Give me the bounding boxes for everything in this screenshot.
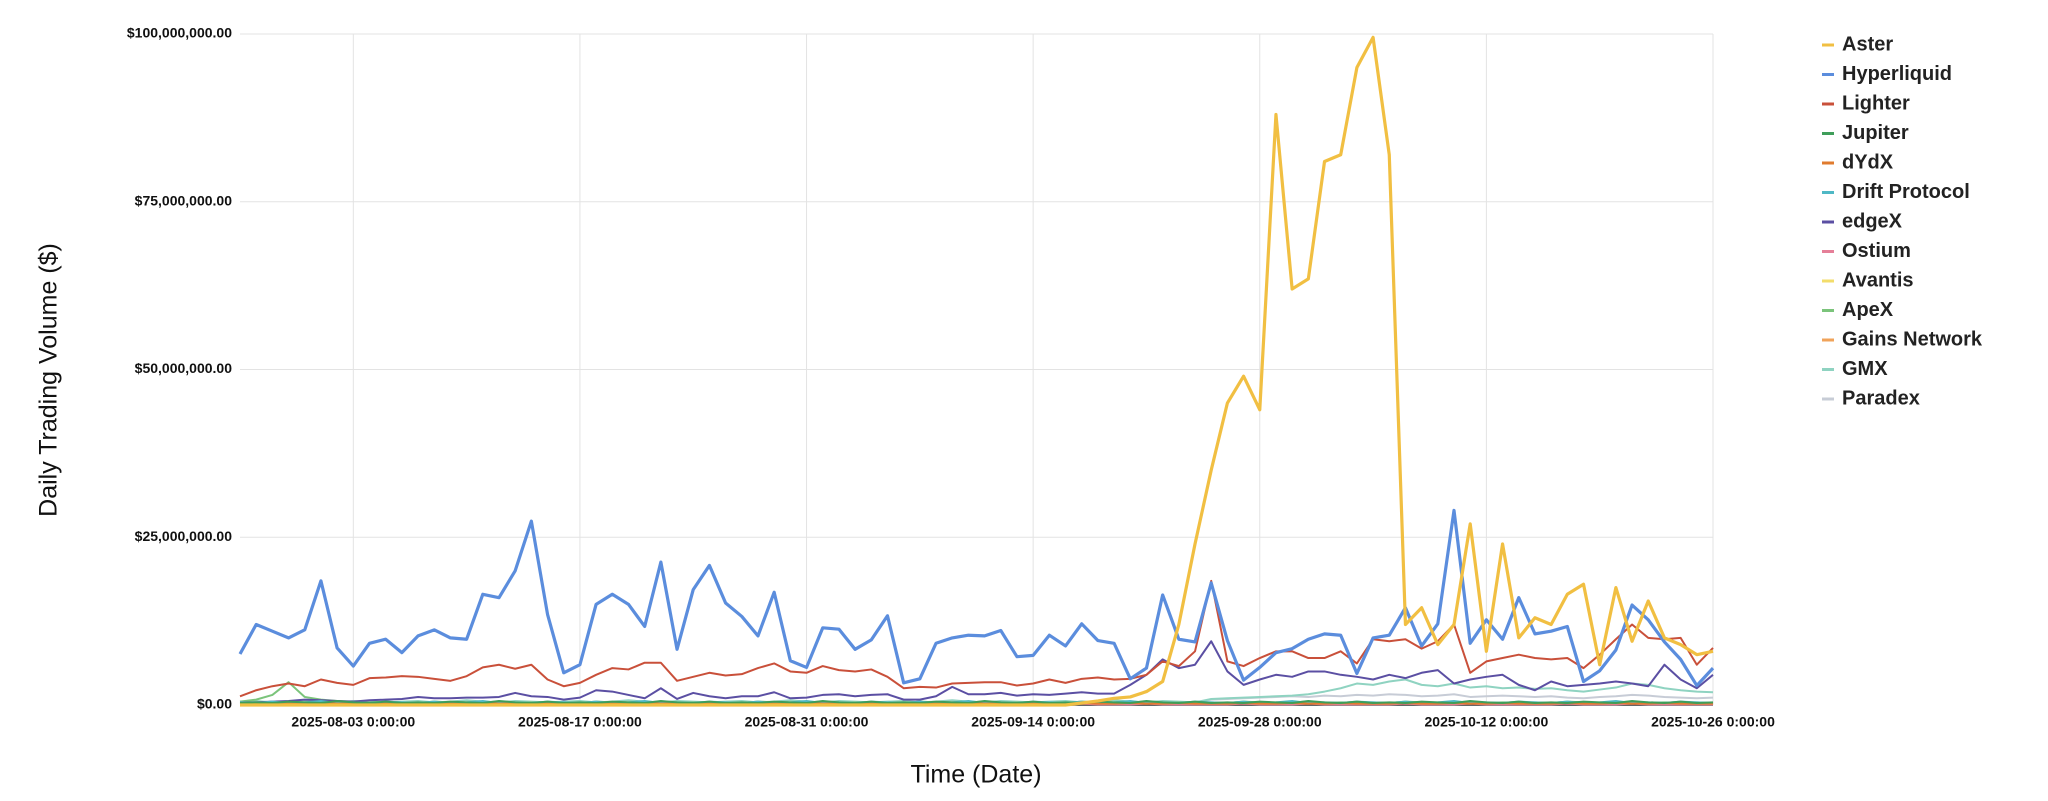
x-axis-title: Time (Date) bbox=[910, 761, 1041, 789]
y-tick-label: $0.00 bbox=[197, 696, 232, 712]
x-tick-label: 2025-10-26 0:00:00 bbox=[1651, 714, 1775, 730]
y-tick-label: $50,000,000.00 bbox=[135, 360, 233, 376]
y-axis-title: Daily Trading Volume ($) bbox=[35, 243, 63, 517]
y-tick-label: $25,000,000.00 bbox=[135, 528, 233, 544]
legend-label: Lighter bbox=[1842, 92, 1910, 114]
series-line bbox=[238, 508, 1715, 688]
y-tick-label: $75,000,000.00 bbox=[135, 192, 233, 208]
x-tick-label: 2025-08-17 0:00:00 bbox=[518, 714, 642, 730]
series-line bbox=[239, 699, 1714, 704]
x-tick-label: 2025-10-12 0:00:00 bbox=[1425, 714, 1549, 730]
legend-label: Paradex bbox=[1842, 387, 1920, 409]
series-line bbox=[240, 640, 1714, 704]
legend-label: Ostium bbox=[1842, 240, 1911, 262]
legend-label: Jupiter bbox=[1842, 122, 1909, 144]
series-line bbox=[239, 579, 1714, 698]
legend-label: dYdX bbox=[1842, 151, 1894, 173]
x-tick-label: 2025-09-14 0:00:00 bbox=[971, 714, 1095, 730]
y-tick-label: $100,000,000.00 bbox=[127, 25, 232, 41]
legend-label: Drift Protocol bbox=[1842, 181, 1970, 203]
legend-label: ApeX bbox=[1842, 299, 1894, 321]
legend-label: GMX bbox=[1842, 358, 1888, 380]
legend-label: Hyperliquid bbox=[1842, 63, 1952, 85]
x-tick-label: 2025-09-28 0:00:00 bbox=[1198, 714, 1322, 730]
x-tick-label: 2025-08-31 0:00:00 bbox=[745, 714, 869, 730]
series-line bbox=[240, 35, 1714, 707]
legend-label: Avantis bbox=[1842, 269, 1914, 291]
legend-label: Gains Network bbox=[1842, 328, 1983, 350]
legend-label: Aster bbox=[1842, 33, 1893, 55]
legend-label: edgeX bbox=[1842, 210, 1903, 232]
x-tick-label: 2025-08-03 0:00:00 bbox=[291, 714, 415, 730]
